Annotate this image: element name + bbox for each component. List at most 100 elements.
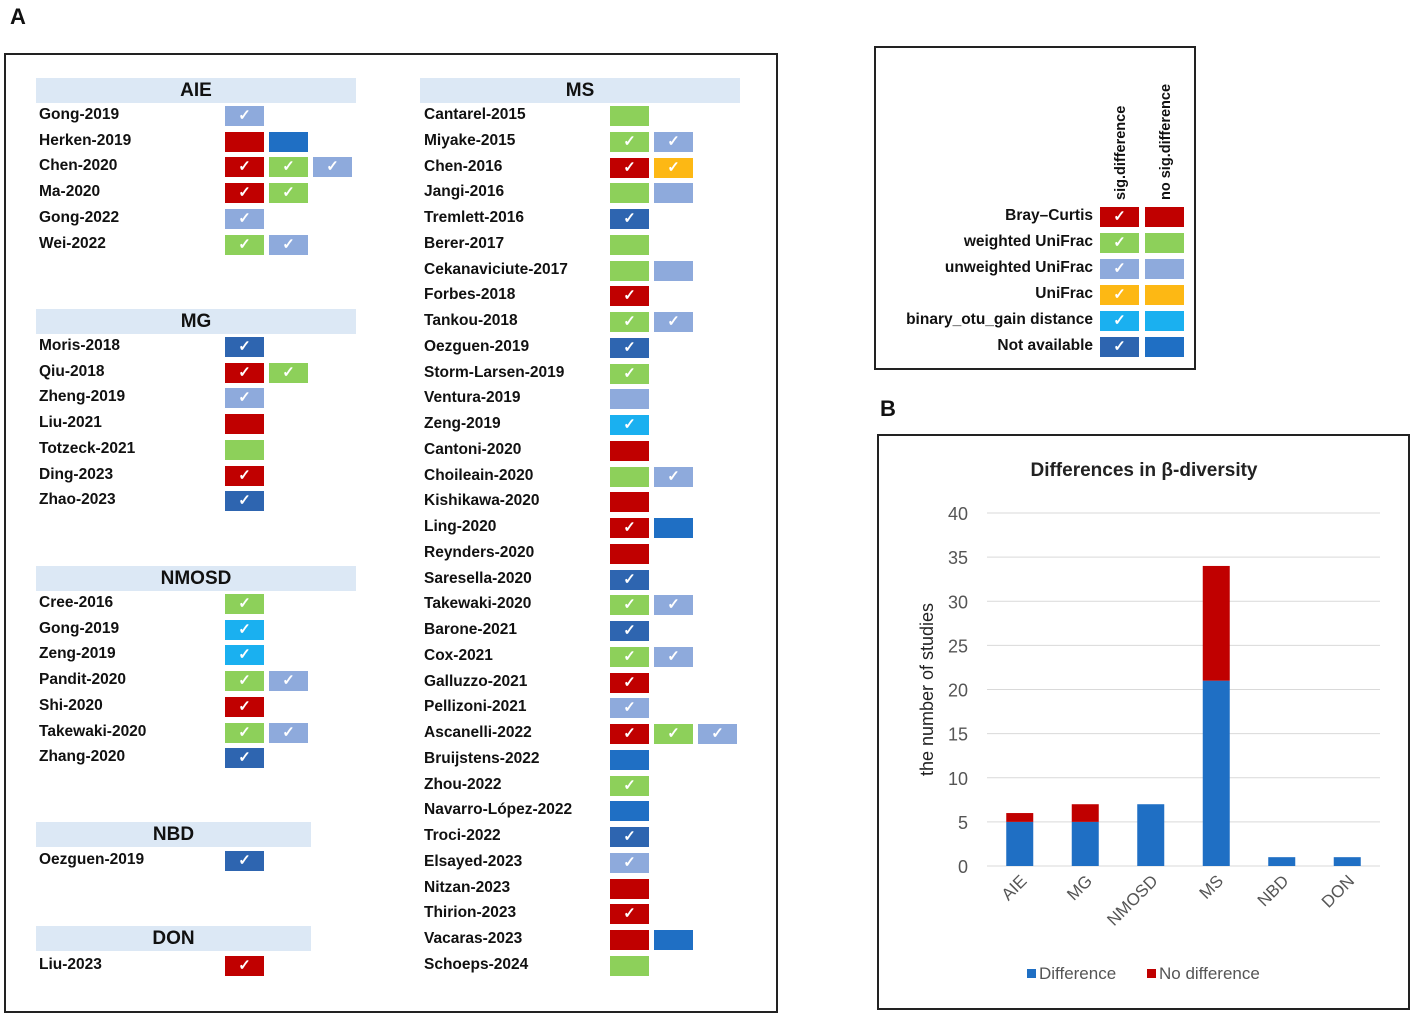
no-sig-difference-cell xyxy=(610,955,649,976)
sig-difference-cell: ✓ xyxy=(654,724,693,744)
x-tick-label: NBD xyxy=(1254,871,1293,910)
study-label: Vacaras-2023 xyxy=(424,930,523,947)
legend-label: Not available xyxy=(997,337,1093,354)
study-label: Navarro-López-2022 xyxy=(424,801,573,819)
sig-difference-cell: ✓ xyxy=(610,518,649,538)
study-label: Herken-2019 xyxy=(39,131,132,149)
legend-swatch-nosig xyxy=(1145,337,1184,357)
sig-difference-cell: ✓ xyxy=(225,671,264,692)
no-sig-difference-cell xyxy=(610,801,649,822)
group-header-mg: MG xyxy=(36,309,356,334)
study-label: Thirion-2023 xyxy=(424,904,517,922)
sig-difference-cell: ✓ xyxy=(610,209,649,229)
no-sig-difference-cell xyxy=(610,543,649,564)
study-label: Choileain-2020 xyxy=(424,466,534,484)
bar-difference xyxy=(1268,857,1296,866)
study-label: Cree-2016 xyxy=(39,594,114,611)
sig-difference-cell: ✓ xyxy=(225,722,264,743)
study-label: Storm-Larsen-2019 xyxy=(424,363,565,381)
group-header-nbd: NBD xyxy=(36,822,311,847)
group-header-nmosd: NMOSD xyxy=(36,566,356,591)
group-header-aie: AIE xyxy=(36,78,356,103)
study-label: Reynders-2020 xyxy=(424,543,535,561)
legend-col-sig: sig.difference xyxy=(1113,105,1129,200)
sig-difference-cell: ✓ xyxy=(269,157,308,178)
legend-swatch-nosig xyxy=(1145,285,1184,305)
legend-col-nosig: no sig.difference xyxy=(1158,83,1174,200)
y-tick-label: 15 xyxy=(948,725,968,745)
sig-difference-cell: ✓ xyxy=(269,671,308,692)
legend-swatch-sig: ✓ xyxy=(1100,259,1139,279)
no-sig-difference-cell xyxy=(610,749,649,770)
legend-marker xyxy=(1027,969,1036,978)
sig-difference-cell: ✓ xyxy=(610,569,649,590)
legend-label: unweighted UniFrac xyxy=(944,259,1093,276)
y-tick-label: 40 xyxy=(948,504,968,524)
study-label: Kishikawa-2020 xyxy=(424,492,540,510)
study-label: Wei-2022 xyxy=(39,234,106,252)
no-sig-difference-cell xyxy=(610,878,649,899)
sig-difference-cell: ✓ xyxy=(610,672,649,693)
sig-difference-cell: ✓ xyxy=(610,337,649,358)
sig-difference-cell: ✓ xyxy=(654,157,693,178)
study-label: Gong-2022 xyxy=(39,208,120,226)
legend-swatch-sig: ✓ xyxy=(1100,337,1139,357)
chart-panel: Differences in β-diversity 0 5 10 15 20 25 30 35… xyxy=(877,434,1410,1010)
study-label: Cantarel-2015 xyxy=(424,106,526,123)
study-label: Nitzan-2023 xyxy=(424,878,511,896)
x-tick-label: AIE xyxy=(998,871,1031,904)
legend-swatch-sig: ✓ xyxy=(1100,207,1139,227)
study-label: Barone-2021 xyxy=(424,621,518,638)
sig-difference-cell: ✓ xyxy=(225,594,264,614)
study-label: Ding-2023 xyxy=(39,465,114,483)
study-label: Zeng-2019 xyxy=(424,415,501,432)
no-sig-difference-cell xyxy=(610,930,649,950)
study-label: Forbes-2018 xyxy=(424,286,516,304)
study-label: Oezguen-2019 xyxy=(39,851,145,868)
legend-label: Bray–Curtis xyxy=(1005,207,1093,224)
study-label: Bruijstens-2022 xyxy=(424,749,540,767)
sig-difference-cell: ✓ xyxy=(610,775,649,796)
study-label: Ventura-2019 xyxy=(424,389,521,407)
study-label: Shi-2020 xyxy=(39,696,103,714)
legend-entry: No difference xyxy=(1159,964,1260,983)
no-sig-difference-cell xyxy=(654,518,693,538)
sig-difference-cell: ✓ xyxy=(269,234,308,255)
sig-difference-cell: ✓ xyxy=(610,595,649,616)
legend-entry: Difference xyxy=(1039,964,1116,983)
y-tick-label: 30 xyxy=(948,592,968,612)
study-table-panel xyxy=(4,53,778,1013)
sig-difference-cell: ✓ xyxy=(610,131,649,152)
study-label: Elsayed-2023 xyxy=(424,852,523,870)
study-label: Troci-2022 xyxy=(424,827,501,844)
no-sig-difference-cell xyxy=(610,466,649,487)
study-label: Ascanelli-2022 xyxy=(424,724,532,741)
no-sig-difference-cell xyxy=(610,492,649,513)
no-sig-difference-cell xyxy=(610,106,649,126)
sig-difference-cell: ✓ xyxy=(610,621,649,641)
study-label: Pandit-2020 xyxy=(39,671,127,689)
no-sig-difference-cell xyxy=(610,260,649,281)
study-label: Liu-2023 xyxy=(39,956,102,973)
bar-difference xyxy=(1006,821,1034,866)
sig-difference-cell: ✓ xyxy=(610,312,649,332)
sig-difference-cell: ✓ xyxy=(225,491,264,512)
legend-label: UniFrac xyxy=(1035,285,1093,302)
y-tick-label: 25 xyxy=(948,636,968,656)
study-label: Tremlett-2016 xyxy=(424,209,524,226)
legend-label: binary_otu_gain distance xyxy=(906,311,1093,328)
study-label: Zeng-2019 xyxy=(39,645,116,663)
study-label: Schoeps-2024 xyxy=(424,955,529,973)
sig-difference-cell: ✓ xyxy=(610,852,649,873)
sig-difference-cell: ✓ xyxy=(225,619,264,640)
study-label: Takewaki-2020 xyxy=(39,722,147,740)
sig-difference-cell: ✓ xyxy=(610,157,649,178)
legend-swatch-nosig xyxy=(1145,311,1184,331)
sig-difference-cell: ✓ xyxy=(269,722,308,743)
y-tick-label: 10 xyxy=(948,769,968,789)
bar-no-difference xyxy=(1071,804,1099,822)
no-sig-difference-cell xyxy=(654,183,693,204)
sig-difference-cell: ✓ xyxy=(269,183,308,204)
study-label: Tankou-2018 xyxy=(424,312,518,329)
sig-difference-cell: ✓ xyxy=(610,698,649,719)
